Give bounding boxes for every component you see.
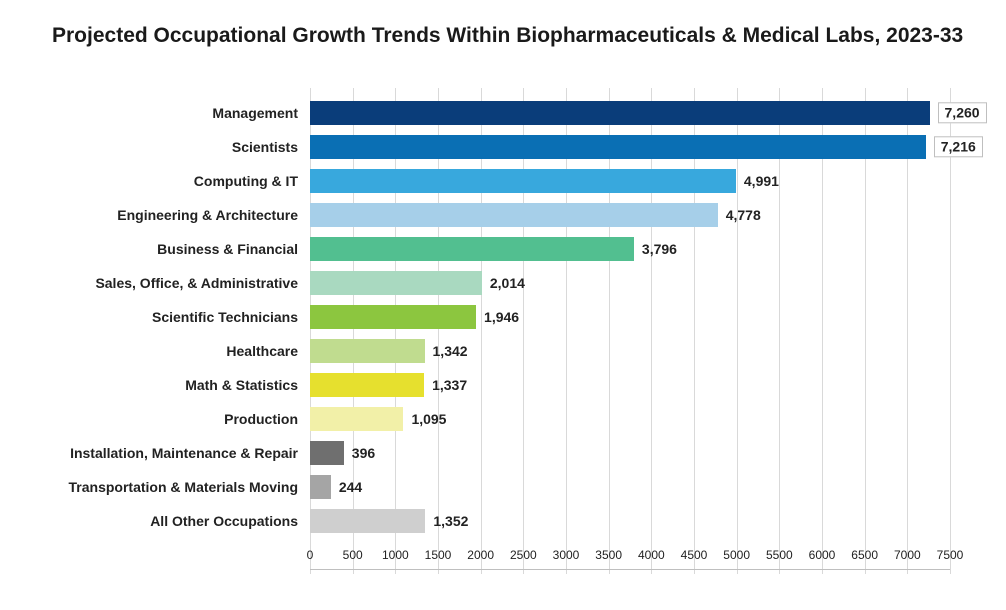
bar-row: Engineering & Architecture4,778 [310, 198, 950, 232]
category-label: Management [212, 105, 298, 121]
category-label: Engineering & Architecture [117, 207, 298, 223]
bar [310, 135, 926, 159]
category-label: Sales, Office, & Administrative [95, 275, 298, 291]
value-label-box: 7,260 [938, 102, 987, 123]
bar-row: Math & Statistics1,337 [310, 368, 950, 402]
x-axis-ticks: 0 500 1000 1500 2000 2500 3000 3500 4000 4500 5000… [310, 548, 950, 570]
x-tick-label: 3500 [595, 548, 622, 562]
category-label: Scientific Technicians [152, 309, 298, 325]
bar [310, 509, 425, 533]
value-label: 1,095 [411, 411, 446, 427]
bar [310, 237, 634, 261]
bar-row: Management7,260 [310, 96, 950, 130]
bar-rows: Management7,260Scientists7,216Computing … [310, 88, 950, 542]
bar-chart: Management7,260Scientists7,216Computing … [50, 88, 976, 570]
bar [310, 407, 403, 431]
category-label: Scientists [232, 139, 298, 155]
category-label: All Other Occupations [150, 513, 298, 529]
x-tick-label: 500 [343, 548, 363, 562]
x-tick-label: 3000 [553, 548, 580, 562]
value-label: 7,260 [938, 102, 987, 123]
bar-row: Scientific Technicians1,946 [310, 300, 950, 334]
category-label: Transportation & Materials Moving [69, 479, 298, 495]
value-label: 1,337 [432, 377, 467, 393]
value-label: 4,991 [744, 173, 779, 189]
value-label: 2,014 [490, 275, 525, 291]
x-tick-label: 7500 [937, 548, 964, 562]
category-label: Math & Statistics [185, 377, 298, 393]
category-label: Production [224, 411, 298, 427]
category-label: Healthcare [226, 343, 298, 359]
bar [310, 101, 930, 125]
x-tick-label: 6500 [851, 548, 878, 562]
bar-row: Transportation & Materials Moving244 [310, 470, 950, 504]
gridline [950, 88, 951, 574]
value-label: 1,342 [433, 343, 468, 359]
bar-row: Installation, Maintenance & Repair396 [310, 436, 950, 470]
bar-row: All Other Occupations1,352 [310, 504, 950, 538]
value-label: 7,216 [934, 136, 983, 157]
bar [310, 169, 736, 193]
bar-row: Healthcare1,342 [310, 334, 950, 368]
bar [310, 203, 718, 227]
value-label-box: 7,216 [934, 136, 983, 157]
x-tick-label: 5000 [723, 548, 750, 562]
bar [310, 475, 331, 499]
bar [310, 373, 424, 397]
x-tick-label: 6000 [809, 548, 836, 562]
bar-row: Production1,095 [310, 402, 950, 436]
bar-row: Sales, Office, & Administrative2,014 [310, 266, 950, 300]
x-tick-label: 4000 [638, 548, 665, 562]
x-tick-label: 2500 [510, 548, 537, 562]
bar-row: Computing & IT4,991 [310, 164, 950, 198]
bar [310, 271, 482, 295]
value-label: 3,796 [642, 241, 677, 257]
category-label: Computing & IT [194, 173, 298, 189]
bar [310, 305, 476, 329]
page: Projected Occupational Growth Trends Wit… [0, 0, 1006, 610]
value-label: 1,352 [433, 513, 468, 529]
x-tick-label: 2000 [467, 548, 494, 562]
bar [310, 441, 344, 465]
x-tick-label: 1500 [425, 548, 452, 562]
category-label: Business & Financial [157, 241, 298, 257]
x-tick-label: 4500 [681, 548, 708, 562]
plot-area: Management7,260Scientists7,216Computing … [310, 88, 950, 570]
bar [310, 339, 425, 363]
value-label: 396 [352, 445, 375, 461]
bar-row: Business & Financial3,796 [310, 232, 950, 266]
x-tick-label: 1000 [382, 548, 409, 562]
category-label: Installation, Maintenance & Repair [70, 445, 298, 461]
x-tick-label: 0 [307, 548, 314, 562]
chart-title: Projected Occupational Growth Trends Wit… [52, 24, 976, 48]
value-label: 1,946 [484, 309, 519, 325]
bar-row: Scientists7,216 [310, 130, 950, 164]
value-label: 4,778 [726, 207, 761, 223]
value-label: 244 [339, 479, 362, 495]
x-tick-label: 5500 [766, 548, 793, 562]
x-tick-label: 7000 [894, 548, 921, 562]
